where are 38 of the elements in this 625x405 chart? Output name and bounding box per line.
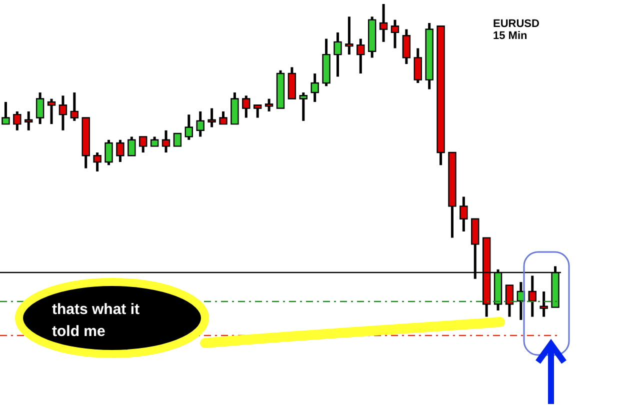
candlestick — [70, 91, 79, 122]
candlestick — [58, 94, 68, 132]
candlestick — [379, 2, 388, 44]
speech-bubble: thats what it told me — [15, 278, 505, 358]
candlestick — [47, 98, 56, 126]
candlestick — [254, 104, 262, 119]
candlestick — [390, 18, 400, 50]
annotation: EURUSD 15 Min — [493, 18, 540, 42]
candlestick — [528, 274, 536, 318]
candlestick — [414, 46, 422, 84]
candlestick — [150, 135, 159, 148]
candlestick — [162, 129, 170, 154]
candlestick — [139, 135, 148, 154]
candlestick — [345, 15, 354, 56]
candlestick — [540, 290, 548, 318]
candlestick — [299, 91, 308, 122]
candlestick — [264, 98, 274, 113]
candlestick — [184, 113, 194, 142]
candlestick — [36, 91, 44, 126]
candlestick — [208, 107, 216, 128]
candlestick — [356, 38, 365, 75]
candlestick — [242, 94, 250, 119]
candlestick — [334, 31, 342, 78]
candlestick — [128, 135, 136, 157]
candlestick — [13, 110, 22, 132]
candlestick — [116, 138, 124, 164]
candlestick — [2, 100, 10, 126]
candlestick — [196, 110, 204, 138]
candlestick — [310, 72, 319, 104]
candlestick — [505, 284, 514, 318]
candlestick — [460, 195, 468, 233]
candlestick — [402, 28, 411, 66]
candlestick — [173, 132, 182, 147]
candlestick — [104, 138, 113, 166]
candlestick — [219, 110, 228, 126]
annotation: thats what it told me — [52, 301, 140, 340]
candlestick — [93, 151, 102, 173]
candlestick — [24, 110, 33, 132]
